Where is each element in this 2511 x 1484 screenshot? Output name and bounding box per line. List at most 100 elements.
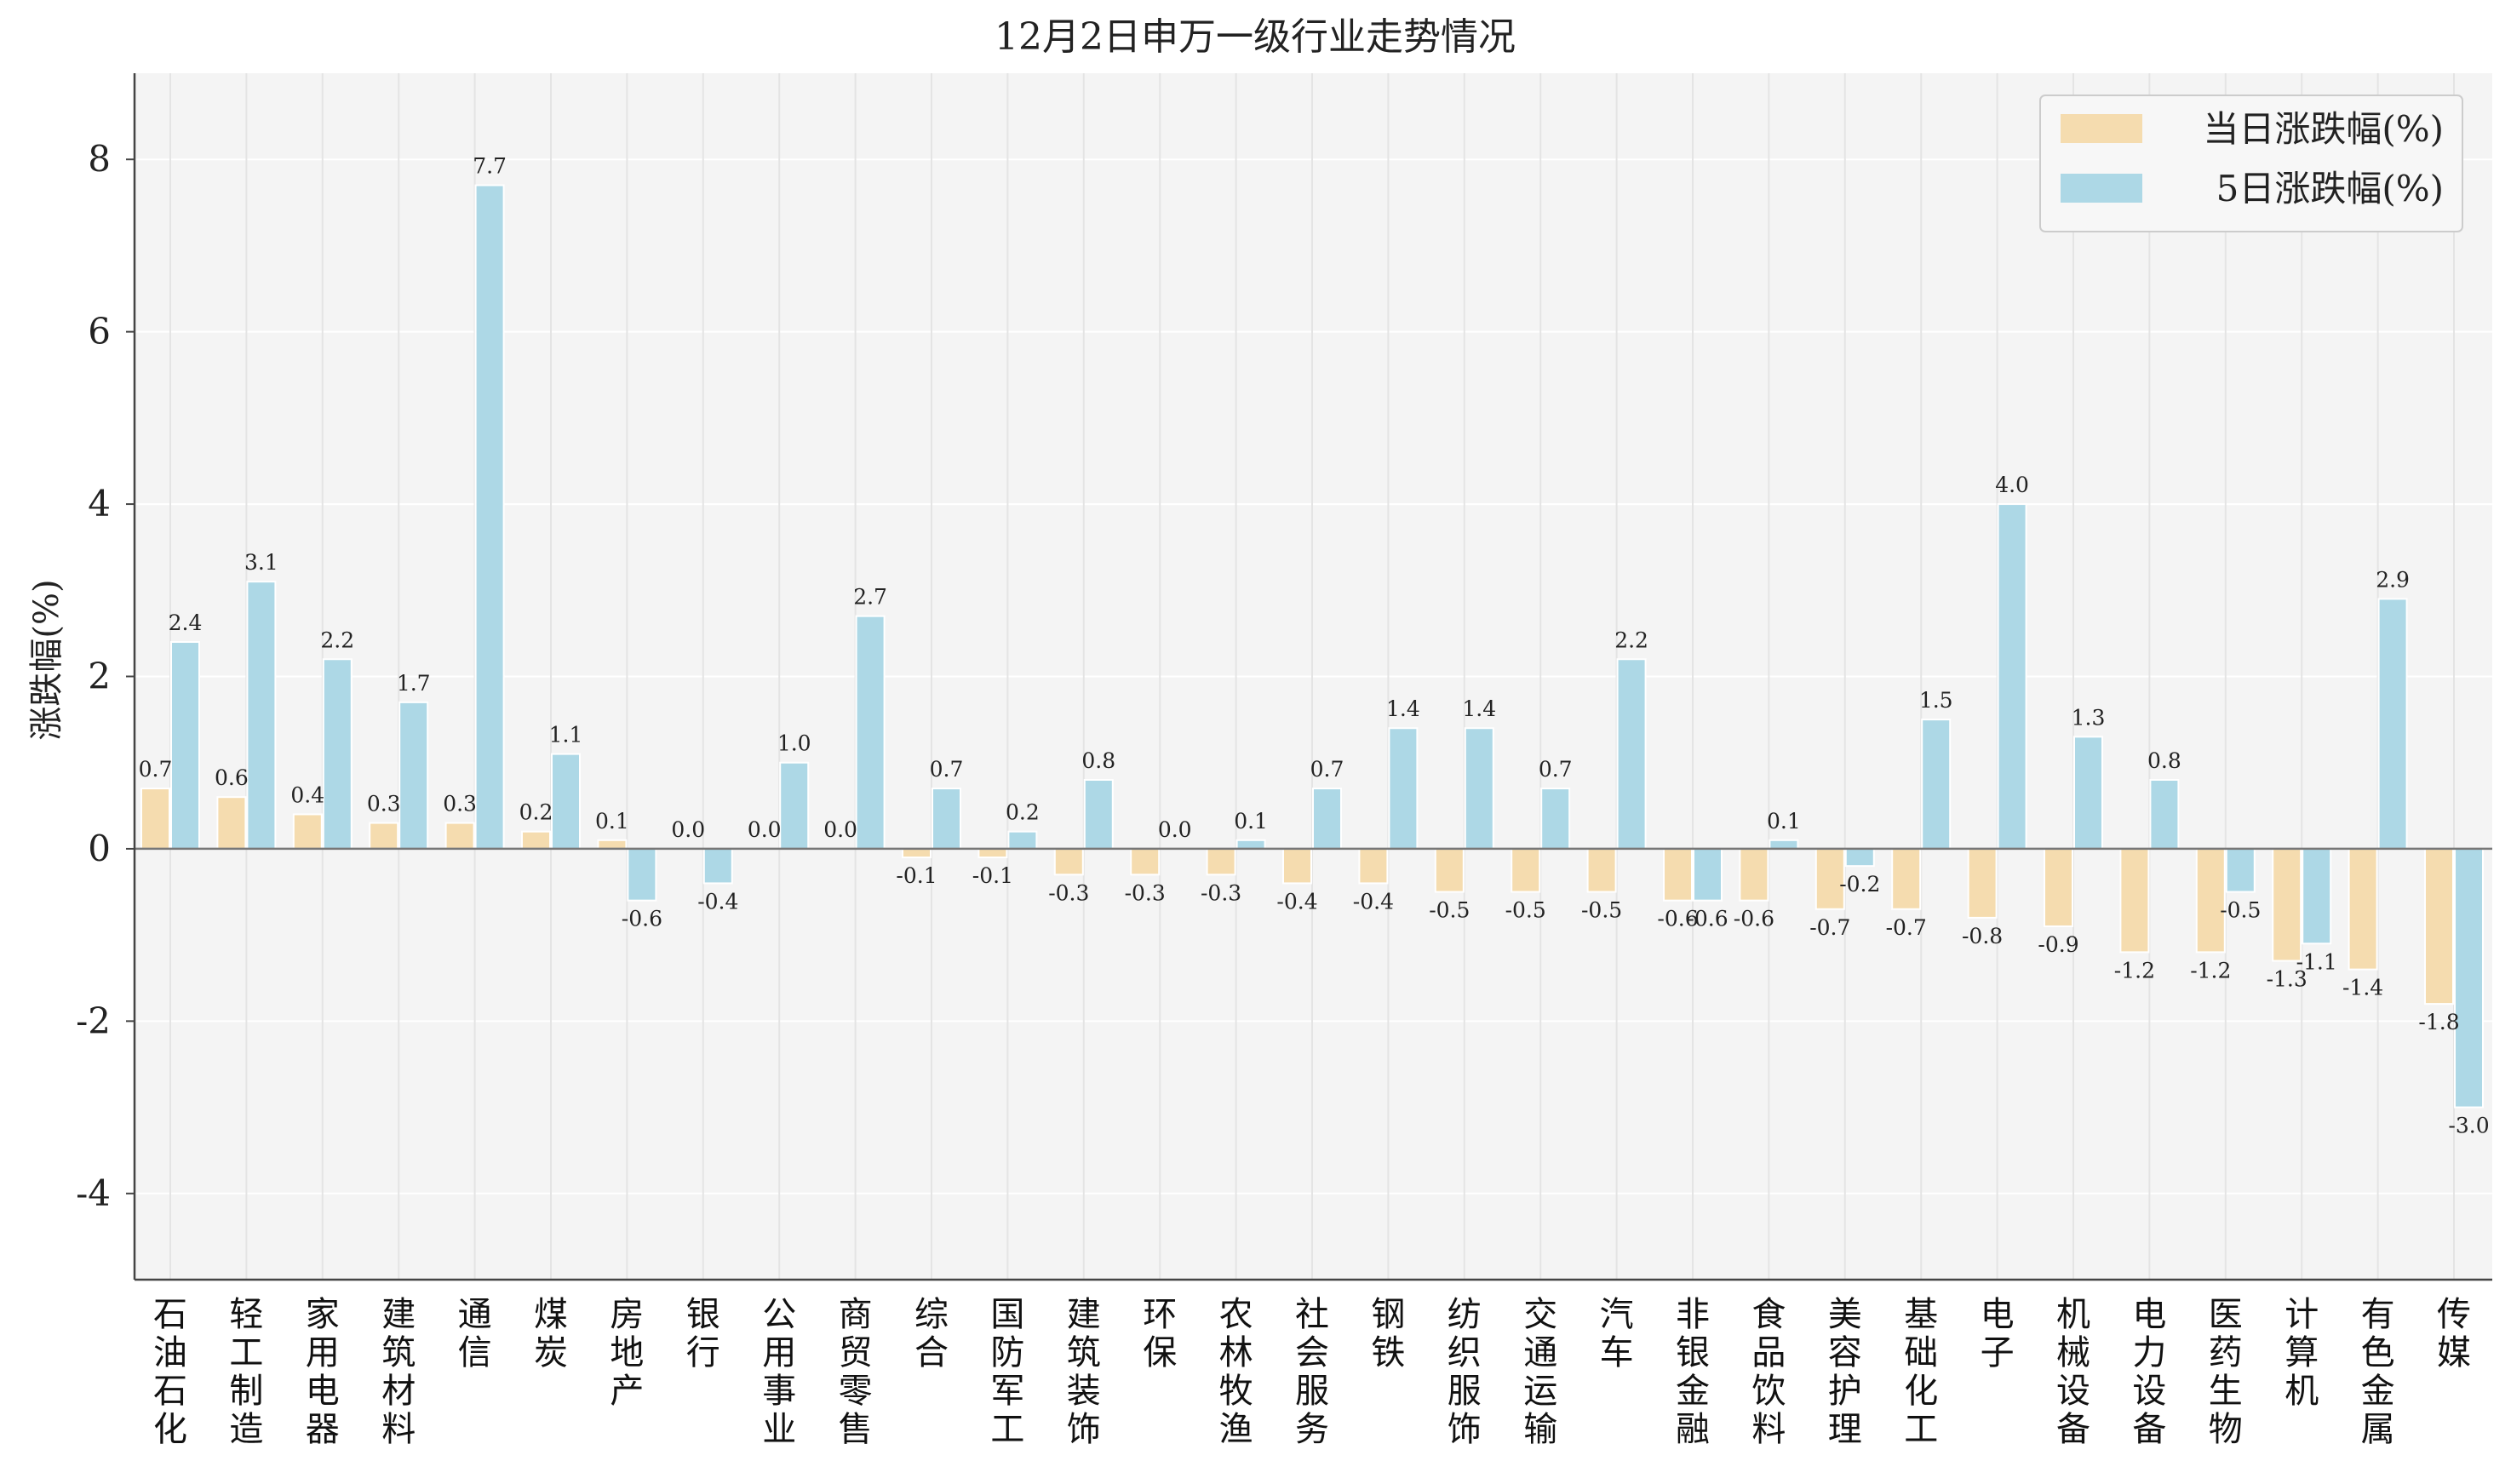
data-label-daily: -0.6 [1734, 907, 1774, 931]
y-tick-label: 8 [88, 138, 111, 180]
bar-5day-change [1007, 830, 1038, 850]
x-tick-label: 环保 [1143, 1295, 1177, 1372]
bar-daily-change [521, 830, 551, 850]
bar-5day-change [1844, 847, 1875, 868]
bar-daily-change [1130, 847, 1161, 876]
data-label-5day: 0.1 [1767, 809, 1801, 834]
data-label-daily: -0.7 [1809, 915, 1850, 940]
data-label-daily: 0.0 [748, 817, 782, 842]
bar-5day-change [932, 788, 961, 850]
y-tick-label: -2 [76, 1000, 111, 1041]
x-tick-label: 家用电器 [306, 1295, 340, 1449]
bar-daily-change [2348, 847, 2378, 971]
bar-5day-change [2073, 736, 2103, 850]
bar-5day-change [1235, 839, 1266, 850]
bar-daily-change [1586, 847, 1617, 893]
x-tick-label: 基础化工 [1904, 1295, 1938, 1449]
data-label-5day: 2.2 [320, 627, 354, 652]
data-label-5day: -0.4 [697, 889, 738, 914]
data-label-daily: -1.8 [2418, 1010, 2459, 1034]
data-label-5day: 0.7 [1539, 757, 1573, 782]
bar-5day-change [2225, 847, 2256, 893]
data-label-5day: -0.2 [1839, 872, 1880, 897]
data-label-daily: 0.4 [290, 782, 324, 807]
data-label-5day: -0.6 [1687, 907, 1728, 931]
bar-5day-change [322, 658, 353, 850]
x-tick-label: 建筑材料 [381, 1295, 416, 1449]
data-label-5day: 0.8 [2147, 748, 2181, 773]
bar-5day-change [779, 761, 810, 850]
x-tick-label: 电力设备 [2132, 1295, 2166, 1449]
x-tick-label: 石油石化 [153, 1295, 187, 1449]
data-label-daily: -0.4 [1276, 889, 1317, 914]
x-tick-label: 轻工制造 [229, 1295, 263, 1449]
x-tick-label: 商贸零售 [839, 1295, 873, 1449]
x-tick-label: 机械设备 [2056, 1295, 2090, 1449]
bar-daily-change [1814, 847, 1845, 910]
bar-5day-change [170, 641, 200, 850]
bar-daily-change [140, 788, 170, 850]
data-label-daily: -1.4 [2342, 976, 2383, 1000]
legend-swatch [2061, 174, 2142, 203]
bar-5day-change [702, 847, 733, 885]
x-tick-label: 电子 [1981, 1295, 2015, 1372]
bar-daily-change [1967, 847, 1998, 919]
bar-5day-change [1540, 788, 1571, 850]
bar-daily-change [977, 847, 1008, 859]
bar-daily-change [597, 839, 628, 850]
data-label-5day: -0.5 [2220, 898, 2261, 923]
x-tick-label: 农林牧渔 [1219, 1295, 1253, 1449]
data-label-5day: 0.8 [1081, 748, 1115, 773]
data-label-daily: -1.2 [2190, 958, 2231, 983]
x-tick-label: 社会服务 [1295, 1295, 1329, 1449]
bar-daily-change [1434, 847, 1465, 893]
data-label-daily: -0.8 [1962, 924, 2003, 948]
x-tick-label: 有色金属 [2361, 1295, 2395, 1449]
data-label-daily: -0.3 [1201, 880, 1241, 905]
data-label-daily: -0.1 [896, 863, 937, 888]
bar-5day-change [474, 184, 505, 850]
data-label-5day: 0.2 [1006, 800, 1040, 825]
data-label-5day: -1.1 [2296, 949, 2337, 974]
data-label-5day: 0.0 [1158, 817, 1192, 842]
y-axis-label: 涨跌幅(%) [27, 579, 66, 740]
legend: 当日涨跌幅(%) 5日涨跌幅(%) [2039, 95, 2463, 232]
data-label-daily: 0.7 [139, 757, 173, 782]
bar-5day-change [1083, 778, 1114, 850]
data-label-5day: 7.7 [473, 154, 507, 179]
bar-daily-change [1739, 847, 1769, 902]
data-label-daily: 0.0 [823, 817, 857, 842]
data-label-5day: 1.0 [777, 731, 811, 756]
x-tick-label: 传媒 [2437, 1295, 2471, 1372]
y-tick-label: 4 [88, 483, 111, 524]
x-tick-label: 通信 [458, 1295, 492, 1372]
data-label-5day: 0.7 [930, 757, 964, 782]
bar-daily-change [902, 847, 932, 859]
data-label-daily: 0.2 [519, 800, 553, 825]
bar-daily-change [2119, 847, 2150, 954]
legend-label: 5日涨跌幅(%) [2216, 168, 2444, 209]
legend-swatch [2061, 114, 2142, 143]
data-label-daily: -0.4 [1353, 889, 1394, 914]
x-tick-label: 交通运输 [1523, 1295, 1557, 1449]
x-tick-label: 计算机 [2285, 1295, 2319, 1411]
bar-5day-change [1616, 658, 1647, 850]
x-tick-label: 非银金融 [1676, 1295, 1710, 1449]
bar-5day-change [398, 701, 429, 850]
x-tick-label: 综合 [914, 1295, 949, 1372]
bar-5day-change [551, 753, 581, 850]
bar-daily-change [2272, 847, 2302, 962]
data-label-daily: -0.5 [1505, 898, 1546, 923]
bar-daily-change [1206, 847, 1236, 876]
data-label-5day: 1.5 [1919, 688, 1953, 713]
data-label-daily: -0.3 [1048, 880, 1089, 905]
data-labels: 0.7 2.4 0.6 3.1 0.4 2.2 0.3 1.7 0.3 7.7 0.2 1.1 0.1 -… [139, 154, 2490, 1138]
data-label-daily: 0.3 [443, 792, 477, 816]
bar-daily-change [1358, 847, 1389, 885]
data-label-daily: -0.5 [1581, 898, 1622, 923]
legend-box [2039, 95, 2463, 232]
bar-daily-change [2044, 847, 2073, 928]
data-label-daily: 0.3 [367, 792, 401, 816]
data-label-daily: -0.1 [972, 863, 1013, 888]
bar-daily-change [1891, 847, 1922, 910]
